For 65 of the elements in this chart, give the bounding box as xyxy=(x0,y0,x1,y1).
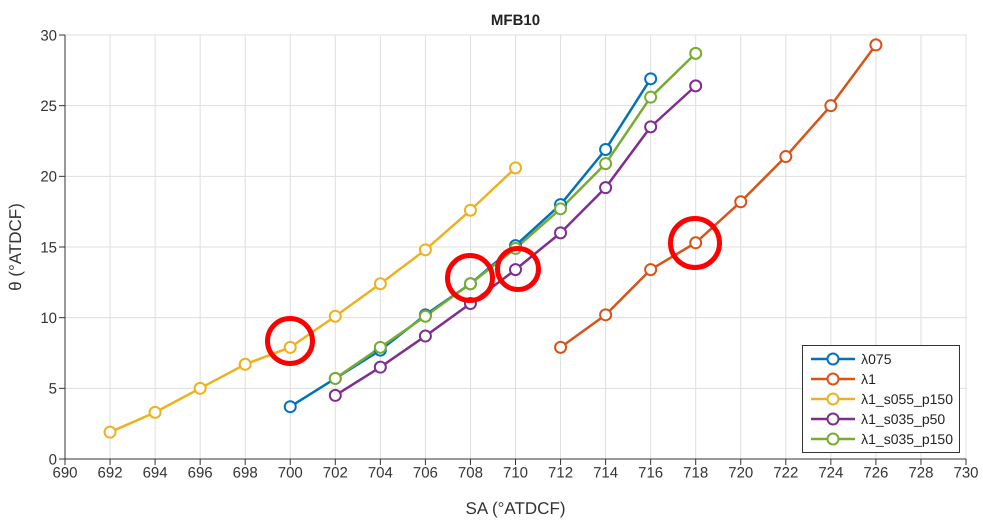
point xyxy=(509,161,522,174)
y-tick-label: 30 xyxy=(40,27,57,44)
point xyxy=(194,382,207,395)
point xyxy=(328,310,342,323)
x-tick-label: 692 xyxy=(98,464,123,482)
y-tick-label: 5 xyxy=(48,380,57,398)
x-tick-label: 702 xyxy=(322,464,348,482)
x-tick-label: 706 xyxy=(412,464,438,482)
x-tick-label: 716 xyxy=(638,464,664,482)
point xyxy=(599,142,612,156)
point xyxy=(734,195,748,208)
legend-label: λ075 xyxy=(861,350,892,369)
y-tick-label: 20 xyxy=(40,168,57,186)
point xyxy=(374,360,387,374)
point xyxy=(689,79,702,92)
x-tick-label: 724 xyxy=(818,464,844,482)
point xyxy=(644,72,658,86)
legend-label: λ1_s035_p150 xyxy=(861,430,953,449)
x-tick-label: 712 xyxy=(548,464,574,482)
point xyxy=(689,46,702,60)
point xyxy=(104,426,117,439)
point xyxy=(464,204,477,217)
x-tick-label: 728 xyxy=(908,464,934,482)
point xyxy=(238,358,252,371)
x-tick-label: 694 xyxy=(142,464,168,482)
x-tick-label: 700 xyxy=(278,464,303,482)
point xyxy=(284,400,297,414)
point xyxy=(824,99,838,112)
point xyxy=(869,38,882,52)
x-tick-label: 710 xyxy=(502,464,528,482)
point xyxy=(644,90,658,104)
x-axis-title: SA (°ATDCF) xyxy=(466,499,566,518)
x-tick-label: 720 xyxy=(728,464,754,482)
y-tick-label: 15 xyxy=(40,239,57,256)
point xyxy=(599,181,612,194)
y-tick-label: 10 xyxy=(40,310,57,327)
x-tick-label: 704 xyxy=(368,464,393,482)
x-tick-label: 708 xyxy=(458,464,483,482)
point xyxy=(374,277,387,290)
point xyxy=(779,150,792,164)
point xyxy=(374,340,387,354)
point xyxy=(599,157,612,170)
legend-label: λ1_s035_p50 xyxy=(861,410,946,429)
point xyxy=(599,308,612,322)
point xyxy=(644,263,658,276)
point xyxy=(554,340,568,354)
point xyxy=(554,226,568,240)
point xyxy=(644,120,658,134)
point xyxy=(328,388,342,402)
x-tick-label: 696 xyxy=(188,464,213,482)
point xyxy=(418,330,432,343)
y-tick-label: 25 xyxy=(40,98,57,115)
x-tick-label: 726 xyxy=(863,464,888,482)
x-tick-label: 698 xyxy=(232,464,258,482)
x-tick-label: 722 xyxy=(773,464,798,482)
y-axis-title: θ (°ATDCF) xyxy=(6,203,26,291)
x-tick-label: 714 xyxy=(593,464,618,482)
legend-label: λ1_s055_p150 xyxy=(861,390,953,409)
x-tick-label: 718 xyxy=(683,464,708,482)
x-tick-label: 730 xyxy=(953,464,979,482)
point xyxy=(148,406,162,419)
legend-label: λ1 xyxy=(861,370,876,389)
chart-title: MFB10 xyxy=(490,12,542,29)
point xyxy=(554,202,568,216)
point xyxy=(418,243,432,256)
